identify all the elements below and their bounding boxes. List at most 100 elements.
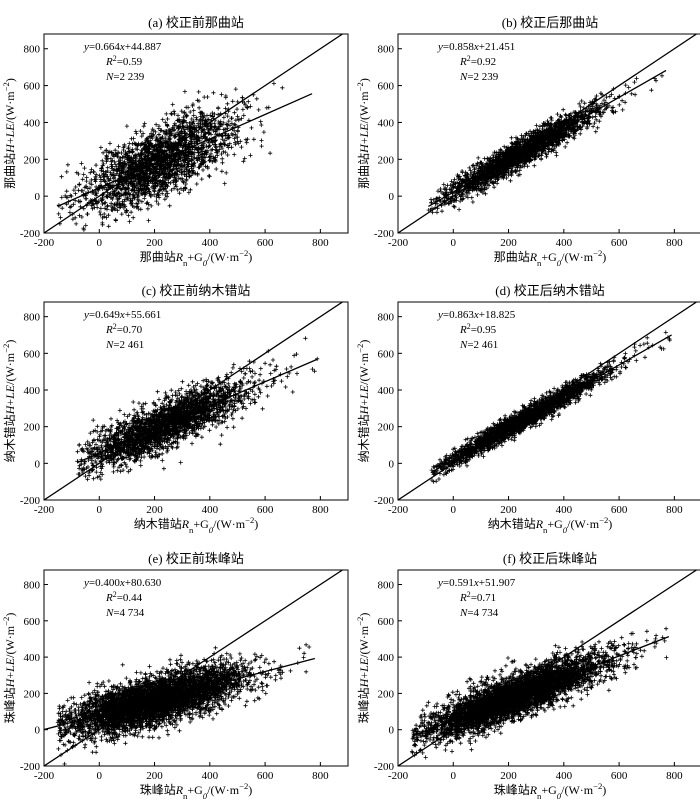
y-tick-label: 0 bbox=[35, 458, 41, 470]
panel-a: (a) 校正前那曲站 -200 0 200 400 600 800 -200 0 200 400 60… bbox=[1, 15, 349, 268]
y-tick-label: -200 bbox=[20, 495, 41, 507]
data-point-markers bbox=[75, 336, 320, 482]
x-tick-label: 400 bbox=[202, 237, 219, 249]
y-tick-label: 200 bbox=[24, 422, 41, 434]
y-axis-label: 那曲站H+LE/(W·m−2) bbox=[355, 78, 371, 189]
x-tick-label: 200 bbox=[146, 770, 163, 782]
x-tick-label: -200 bbox=[388, 504, 409, 516]
y-tick-label: 800 bbox=[24, 580, 41, 592]
x-tick-label: 800 bbox=[312, 770, 329, 782]
x-tick-label: 800 bbox=[666, 504, 683, 516]
sample-count: N=2 239 bbox=[459, 71, 499, 83]
identity-line bbox=[398, 570, 697, 766]
y-tick-label: 400 bbox=[24, 385, 41, 397]
x-tick-label: 400 bbox=[202, 770, 219, 782]
y-tick-label: 400 bbox=[378, 117, 395, 129]
sample-count: N=2 461 bbox=[105, 339, 144, 351]
plot-frame bbox=[397, 301, 700, 501]
y-tick-label: 800 bbox=[378, 312, 395, 324]
x-axis-label: 纳木错站Rn+G0/(W·m−2) bbox=[134, 515, 259, 535]
x-tick-label: 400 bbox=[556, 237, 573, 249]
identity-line bbox=[44, 570, 343, 766]
regression-line bbox=[411, 636, 670, 737]
y-tick-label: 200 bbox=[378, 154, 395, 166]
y-tick-label: -200 bbox=[20, 228, 41, 240]
x-tick-label: 600 bbox=[257, 504, 274, 516]
x-tick-label: 0 bbox=[97, 770, 103, 782]
panel-d: (d) 校正后纳木错站 -200 0 200 400 600 800 -200 0 200 400 6… bbox=[355, 283, 700, 535]
x-tick-label: -200 bbox=[388, 770, 409, 782]
panel-b: (b) 校正后那曲站 -200 0 200 400 600 800 -200 0 200 400 60… bbox=[355, 15, 700, 268]
y-tick-label: 200 bbox=[378, 688, 395, 700]
data-point-markers bbox=[56, 81, 285, 233]
x-tick-label: -200 bbox=[34, 770, 55, 782]
x-tick-label: 200 bbox=[500, 237, 517, 249]
scatter-points bbox=[56, 81, 285, 233]
y-tick-label: -200 bbox=[374, 761, 395, 773]
data-point-markers bbox=[429, 330, 672, 484]
panel-title: (a) 校正前那曲站 bbox=[148, 15, 244, 30]
x-tick-label: 800 bbox=[666, 770, 683, 782]
sample-count: N=4 734 bbox=[105, 607, 145, 619]
y-tick-label: 200 bbox=[24, 154, 41, 166]
plot-frame bbox=[43, 301, 349, 501]
x-tick-label: -200 bbox=[34, 237, 55, 249]
scatter-points bbox=[409, 626, 669, 760]
regression-equation: y=0.858x+21.451 bbox=[437, 41, 515, 53]
y-tick-label: 200 bbox=[24, 688, 41, 700]
r-squared: R2=0.92 bbox=[459, 54, 496, 69]
panel-title: (d) 校正后纳木错站 bbox=[495, 283, 604, 298]
plot-frame bbox=[397, 33, 700, 234]
scatter-points bbox=[55, 642, 312, 766]
y-tick-label: 800 bbox=[24, 312, 41, 324]
regression-line bbox=[44, 657, 316, 731]
y-tick-label: 0 bbox=[35, 191, 41, 203]
plot-frame bbox=[43, 569, 349, 767]
panel-e: (e) 校正前珠峰站 -200 0 200 400 600 800 -200 0 200 400 60… bbox=[1, 551, 349, 801]
panel-f: (f) 校正后珠峰站 -200 0 200 400 600 800 -200 0 200 400 60… bbox=[355, 551, 700, 801]
data-point-markers bbox=[426, 73, 665, 215]
regression-line bbox=[430, 334, 672, 474]
y-axis-label: 珠峰站H+LE/(W·m−2) bbox=[1, 613, 17, 724]
x-tick-label: 0 bbox=[451, 504, 457, 516]
r-squared: R2=0.59 bbox=[105, 54, 143, 69]
x-tick-label: 800 bbox=[312, 237, 329, 249]
r-squared: R2=0.95 bbox=[459, 322, 497, 337]
y-tick-label: 600 bbox=[378, 616, 395, 628]
regression-line bbox=[57, 93, 313, 207]
sample-count: N=4 734 bbox=[459, 607, 499, 619]
data-point-markers bbox=[55, 642, 312, 766]
y-tick-label: 400 bbox=[378, 652, 395, 664]
scatter-points bbox=[75, 336, 320, 482]
r-squared: R2=0.44 bbox=[105, 590, 143, 605]
panel-title: (b) 校正后那曲站 bbox=[502, 15, 598, 30]
regression-line bbox=[428, 69, 667, 207]
identity-line bbox=[44, 34, 343, 233]
x-axis-label: 纳木错站Rn+G0/(W·m−2) bbox=[488, 515, 613, 535]
y-tick-label: 400 bbox=[378, 385, 395, 397]
x-tick-label: 600 bbox=[257, 770, 274, 782]
x-tick-label: 0 bbox=[97, 237, 103, 249]
y-tick-label: 400 bbox=[24, 652, 41, 664]
x-tick-label: 200 bbox=[146, 237, 163, 249]
x-tick-label: 400 bbox=[556, 504, 573, 516]
y-tick-label: 600 bbox=[378, 348, 395, 360]
x-tick-label: 600 bbox=[257, 237, 274, 249]
x-tick-label: 200 bbox=[146, 504, 163, 516]
x-tick-label: 800 bbox=[666, 237, 683, 249]
x-tick-label: 400 bbox=[556, 770, 573, 782]
scatter-points bbox=[426, 73, 665, 215]
x-tick-label: 600 bbox=[611, 237, 628, 249]
x-tick-label: 600 bbox=[611, 504, 628, 516]
y-axis-label: 那曲站H+LE/(W·m−2) bbox=[1, 78, 17, 189]
y-tick-label: -200 bbox=[374, 228, 395, 240]
sample-count: N=2 239 bbox=[105, 71, 145, 83]
panel-title: (f) 校正后珠峰站 bbox=[503, 551, 597, 566]
regression-equation: y=0.591x+51.907 bbox=[437, 577, 516, 589]
identity-line bbox=[398, 34, 697, 233]
y-tick-label: -200 bbox=[20, 761, 41, 773]
x-tick-label: 400 bbox=[202, 504, 219, 516]
x-axis-label: 那曲站Rn+G0/(W·m−2) bbox=[494, 248, 607, 268]
x-axis-label: 珠峰站Rn+G0/(W·m−2) bbox=[494, 781, 607, 801]
x-tick-label: -200 bbox=[388, 237, 409, 249]
